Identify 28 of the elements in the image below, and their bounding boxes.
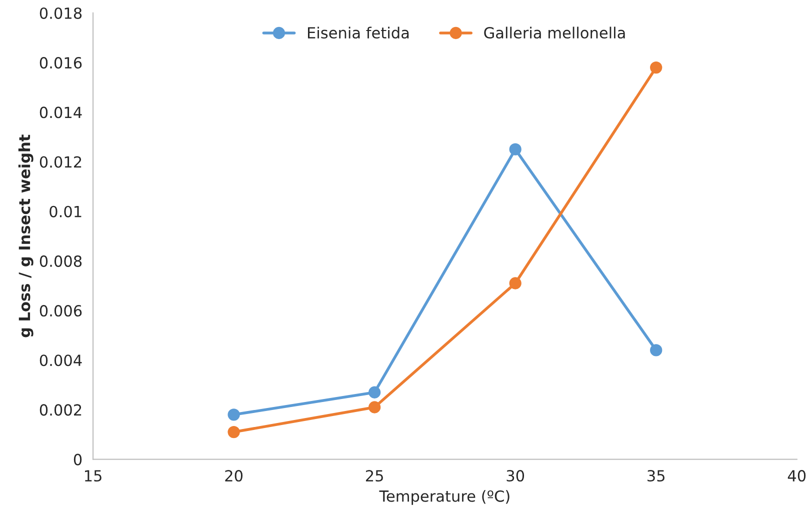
y-tick-label: 0.018 <box>40 7 82 19</box>
x-tick-label: 40 <box>788 470 806 482</box>
point <box>228 408 240 421</box>
x-tick-label: 25 <box>366 470 383 482</box>
x-axis-title: Temperature (ºC) <box>379 490 510 505</box>
y-tick-label: 0.008 <box>40 255 82 267</box>
y-tick-label: 0.014 <box>40 106 82 118</box>
y-axis-title: g Loss / g Insect weight <box>18 134 34 338</box>
x-tick-label: 30 <box>506 470 524 482</box>
y-tick-label: 0.006 <box>40 305 82 317</box>
x-tick-label: 35 <box>648 470 664 482</box>
y-tick-label: 0.016 <box>40 57 82 69</box>
point <box>650 61 662 74</box>
y-tick-label: 0 <box>74 454 82 466</box>
y-tick-label: 0.002 <box>40 404 82 416</box>
legend-label: Galleria mellonella <box>484 26 625 39</box>
y-tick-label: 0.012 <box>40 156 82 168</box>
point <box>650 344 662 356</box>
point <box>228 426 240 438</box>
point <box>509 277 522 290</box>
legend-label: Eisenia fetida <box>308 26 409 39</box>
y-tick-label: 0.004 <box>40 354 82 366</box>
point <box>368 401 381 414</box>
y-tick-label: 0.01 <box>50 206 82 218</box>
x-tick-label: 20 <box>225 470 243 482</box>
x-tick-label: 15 <box>84 470 102 482</box>
point <box>368 386 381 398</box>
point <box>509 143 522 156</box>
